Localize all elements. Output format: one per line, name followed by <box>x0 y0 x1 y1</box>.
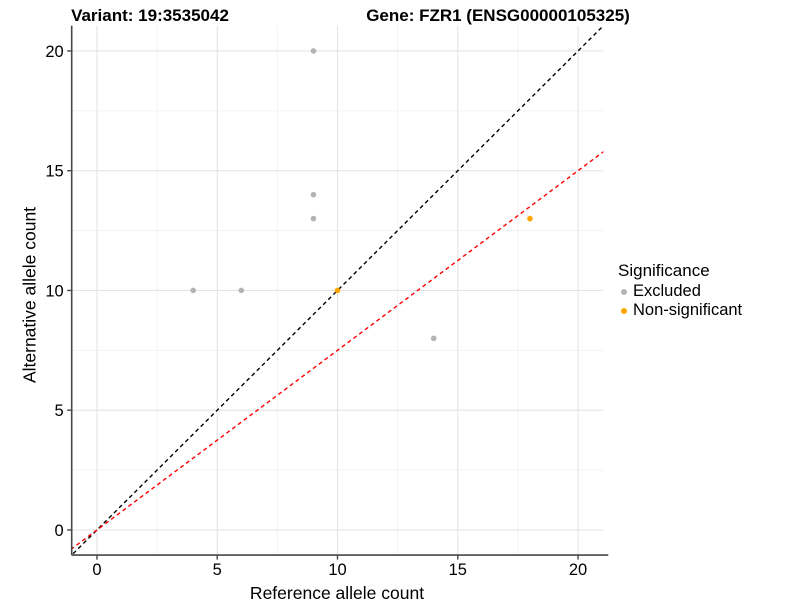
y-axis-title: Alternative allele count <box>19 206 40 384</box>
legend-title: Significance <box>618 261 710 280</box>
x-tick-label: 15 <box>449 561 467 579</box>
ratio-fit-line <box>71 150 604 550</box>
legend-item-non-significant: Non-significant <box>618 301 742 320</box>
x-axis-title: Reference allele count <box>249 583 425 600</box>
variant-title: Variant: 19:3535042 <box>71 6 229 25</box>
y-tick-label: 0 <box>55 522 64 540</box>
legend-item-excluded: Excluded <box>618 282 742 301</box>
x-tick-label: 20 <box>569 561 587 579</box>
y-tick-label: 5 <box>55 402 64 420</box>
y-tick-label: 10 <box>45 282 63 300</box>
legend-dot-icon <box>621 307 627 314</box>
data-point-excluded <box>190 287 196 294</box>
y-tick-label: 20 <box>45 43 63 61</box>
y-tick-label: 15 <box>45 163 63 181</box>
data-point-excluded <box>238 287 245 294</box>
legend-item-label: Non-significant <box>633 301 743 319</box>
x-tick-label: 0 <box>92 561 101 579</box>
data-point-excluded <box>310 48 317 54</box>
data-point-non-significant <box>527 215 533 222</box>
gene-title: Gene: FZR1 (ENSG00000105325) <box>366 6 630 25</box>
legend-items: Excluded Non-significant <box>618 282 742 320</box>
data-point-excluded <box>310 215 317 222</box>
legend: Significance Excluded Non-significant <box>618 261 742 320</box>
x-tick-label: 10 <box>328 561 346 579</box>
x-tick-label: 5 <box>213 561 222 579</box>
data-point-non-significant <box>334 287 341 294</box>
data-point-excluded <box>430 335 437 342</box>
legend-dot-icon <box>621 288 627 295</box>
data-point-excluded <box>310 191 317 198</box>
legend-item-label: Excluded <box>633 282 701 300</box>
